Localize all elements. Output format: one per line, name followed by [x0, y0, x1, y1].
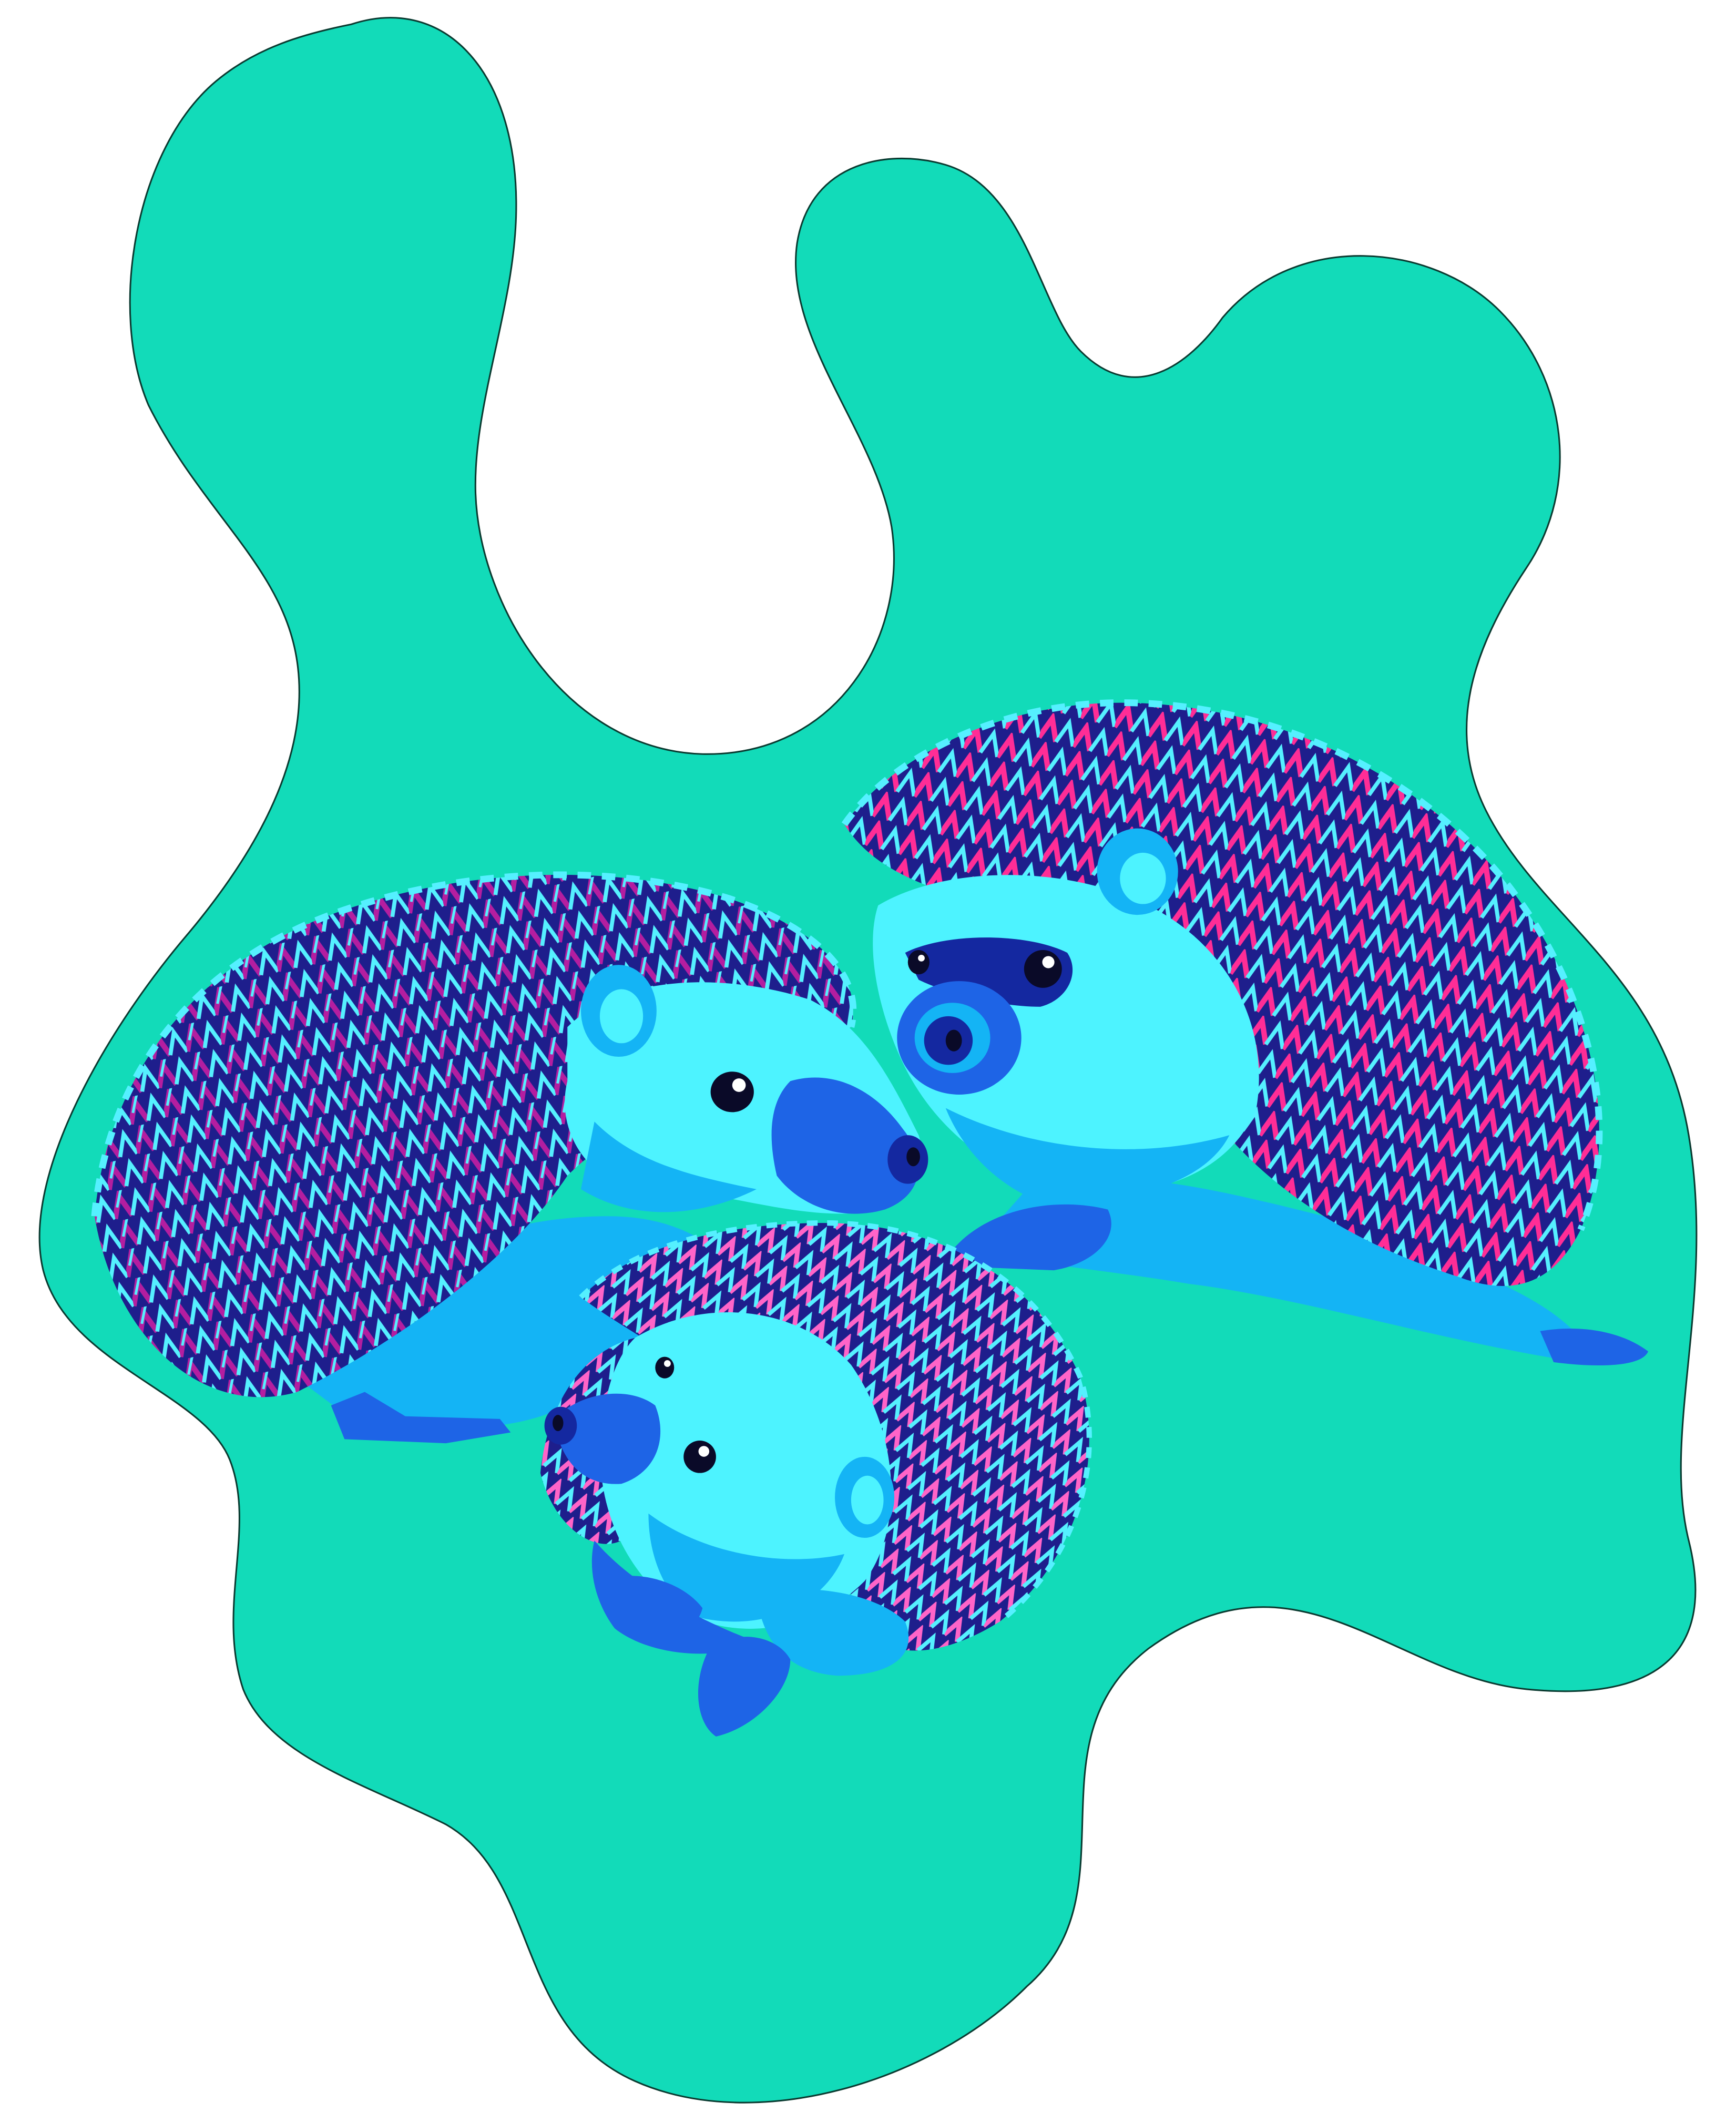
right-hedgehog-eye	[1024, 950, 1062, 988]
left-hedgehog-leg	[331, 1392, 511, 1444]
bottom-hedgehog-snout	[554, 1393, 661, 1484]
hedgehog-bottom	[540, 1220, 1092, 1737]
bottom-hedgehog-body	[757, 1589, 909, 1676]
right-hedgehog-front-leg	[952, 1204, 1111, 1271]
bottom-hedgehog-eye	[683, 1440, 716, 1473]
right-hedgehog-back-leg	[1540, 1328, 1648, 1366]
left-hedgehog-eye	[710, 1071, 754, 1112]
hedgehog-right	[841, 699, 1648, 1366]
bottom-hedgehog-paw-left	[600, 1576, 703, 1636]
hedgehog-left	[91, 871, 928, 1444]
bottom-hedgehog-eye-far	[655, 1356, 675, 1379]
left-hedgehog-snout	[771, 1077, 918, 1214]
right-hedgehog-body	[973, 1178, 1594, 1362]
right-hedgehog-eye-far	[907, 950, 930, 975]
bottom-hedgehog-paw-right	[698, 1637, 791, 1737]
